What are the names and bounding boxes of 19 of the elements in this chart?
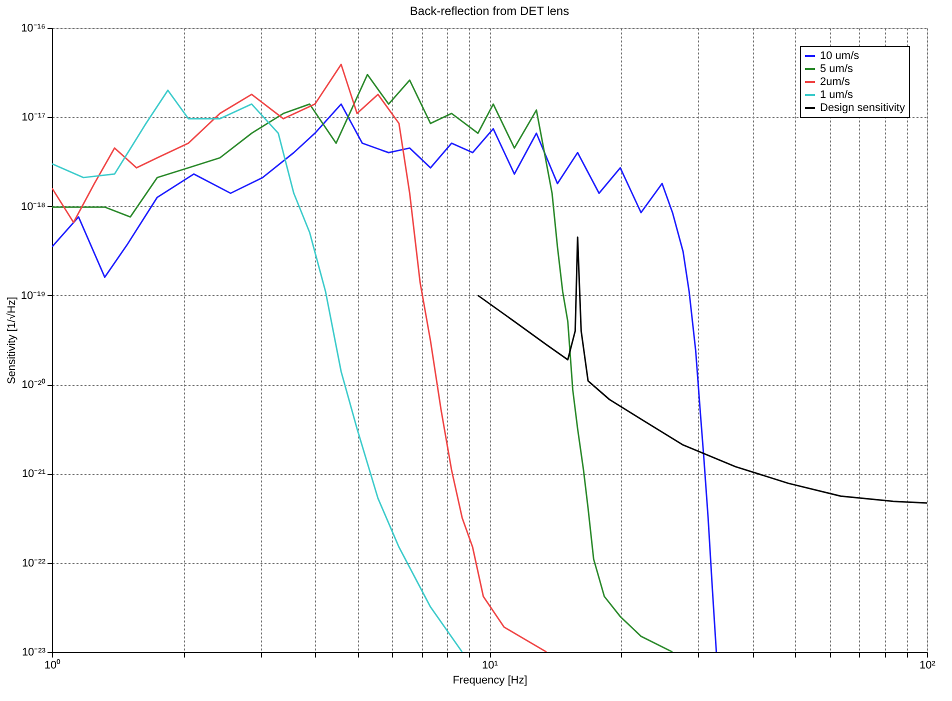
legend-label: 5 um/s xyxy=(820,63,854,75)
y-tick-label: 10⁻²¹ xyxy=(22,468,46,480)
legend-label: 1 um/s xyxy=(820,89,854,101)
y-tick-label: 10⁻²² xyxy=(22,557,46,570)
legend-label: 10 um/s xyxy=(820,50,860,62)
y-axis-title: Sensitivity [1/√Hz] xyxy=(6,296,18,384)
legend-label: Design sensitivity xyxy=(820,102,906,114)
x-tick-label: 10⁰ xyxy=(44,658,61,672)
legend-label: 2um/s xyxy=(820,76,850,88)
x-tick-label: 10¹ xyxy=(482,660,498,672)
x-tick-label: 10² xyxy=(920,660,936,672)
y-tick-label: 10⁻¹⁷ xyxy=(22,112,46,124)
y-tick-label: 10⁻¹⁸ xyxy=(20,200,46,213)
y-tick-label: 10⁻¹⁹ xyxy=(20,290,46,302)
y-tick-label: 10⁻²⁰ xyxy=(22,378,46,392)
y-tick-label: 10⁻¹⁶ xyxy=(21,22,46,34)
y-tick-label: 10⁻²³ xyxy=(22,646,46,658)
chart-title: Back-reflection from DET lens xyxy=(410,4,570,18)
x-axis-title: Frequency [Hz] xyxy=(452,674,528,686)
